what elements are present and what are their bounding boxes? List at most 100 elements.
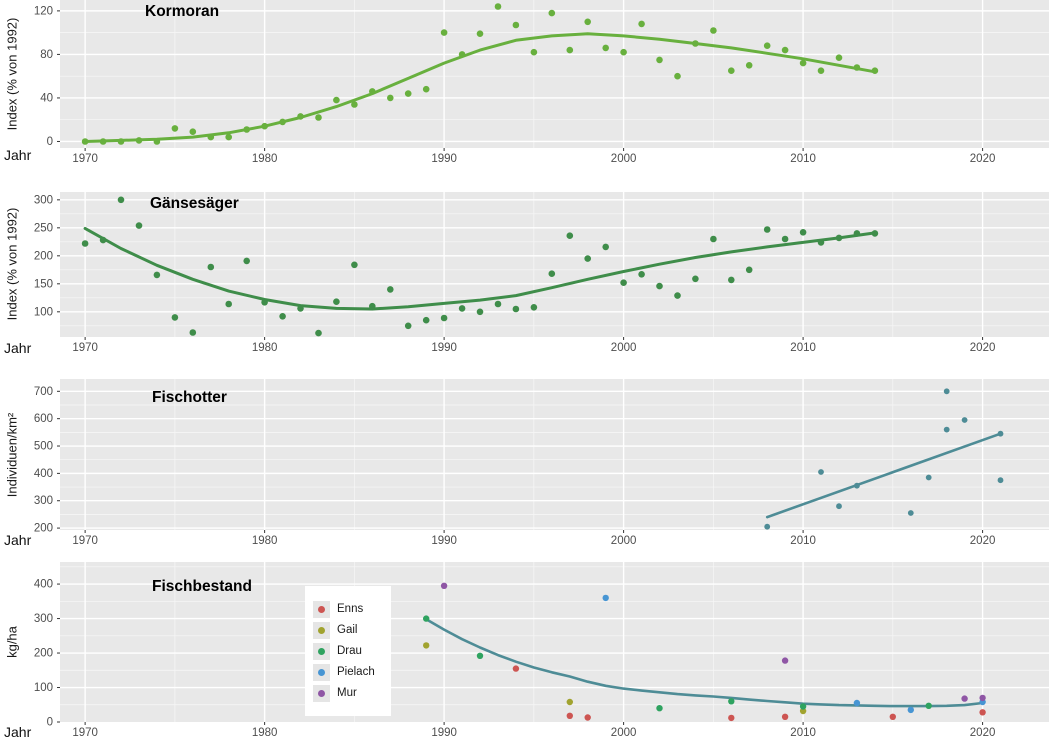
data-point xyxy=(835,234,843,242)
data-point xyxy=(351,261,358,269)
data-point xyxy=(979,694,986,702)
data-point xyxy=(225,300,232,308)
data-point xyxy=(710,235,717,243)
legend-entry-pielach: Pielach xyxy=(305,663,391,681)
data-point xyxy=(297,305,304,312)
major-gridlines xyxy=(60,379,1049,530)
data-point xyxy=(387,94,394,102)
data-point xyxy=(458,51,466,58)
data-point xyxy=(494,300,502,308)
svg-text:200: 200 xyxy=(34,648,53,660)
data-point xyxy=(261,122,268,130)
data-point xyxy=(584,714,591,721)
data-point xyxy=(763,226,771,233)
data-point xyxy=(494,3,502,10)
svg-text:2020: 2020 xyxy=(970,535,996,547)
data-point xyxy=(871,230,879,237)
svg-text:2010: 2010 xyxy=(790,342,816,354)
data-point xyxy=(440,314,448,322)
data-point xyxy=(871,67,879,74)
data-point xyxy=(512,665,520,672)
major-gridlines xyxy=(60,562,1049,722)
data-point xyxy=(566,712,573,719)
svg-text:1990: 1990 xyxy=(431,535,457,547)
data-points xyxy=(764,388,1004,530)
data-point xyxy=(745,266,753,274)
data-point xyxy=(853,699,861,707)
legend-label: Drau xyxy=(337,645,362,657)
svg-text:1980: 1980 xyxy=(252,342,278,354)
svg-text:2020: 2020 xyxy=(970,727,996,739)
data-point xyxy=(961,417,968,423)
svg-text:700: 700 xyxy=(34,386,53,398)
chart-gaensesaeger: 1970 1980 1990 2000 2010 2020 100 150 200 250 300 xyxy=(34,192,1049,354)
data-point xyxy=(853,64,861,71)
data-point xyxy=(476,30,484,37)
data-point xyxy=(404,322,412,330)
data-point xyxy=(979,709,986,716)
data-point xyxy=(261,299,268,306)
data-point xyxy=(799,229,807,236)
data-point xyxy=(961,695,968,702)
gail-dot-icon xyxy=(318,626,325,634)
svg-text:1980: 1980 xyxy=(252,727,278,739)
data-point xyxy=(799,703,807,710)
data-point xyxy=(99,236,107,244)
svg-text:80: 80 xyxy=(40,49,53,61)
data-point xyxy=(297,113,304,120)
data-point xyxy=(728,276,735,284)
axis-ticks: 1970 1980 1990 2000 2010 2020 0 40 80 120 xyxy=(34,5,996,165)
svg-text:150: 150 xyxy=(34,278,53,290)
legend-entry-gail: Gail xyxy=(305,621,391,639)
data-point xyxy=(638,20,645,28)
x-axis-label-fischotter: Jahr xyxy=(4,532,32,548)
plot-panel xyxy=(60,379,1049,530)
data-point xyxy=(423,642,430,649)
svg-text:200: 200 xyxy=(34,250,53,262)
axis-ticks: 1970 1980 1990 2000 2010 2020 100 150 200 250 300 xyxy=(34,194,996,354)
axis-ticks: 1970 1980 1990 2000 2010 2020 200 300 400 500 600 7… xyxy=(34,386,996,547)
y-axis-label-fischbestand: kg/ha xyxy=(4,626,20,658)
trend-line xyxy=(83,32,877,143)
legend-key xyxy=(313,642,330,660)
data-point xyxy=(135,222,143,229)
data-point xyxy=(925,474,932,481)
data-point xyxy=(602,243,609,251)
svg-text:2020: 2020 xyxy=(970,153,996,165)
legend-label: Gail xyxy=(337,624,358,636)
data-point xyxy=(692,40,699,47)
data-point xyxy=(315,114,322,121)
data-point xyxy=(638,271,645,278)
data-point xyxy=(943,426,950,433)
svg-text:40: 40 xyxy=(40,92,53,104)
svg-text:1970: 1970 xyxy=(72,727,98,739)
data-point xyxy=(243,126,250,133)
data-points xyxy=(423,582,986,722)
data-point xyxy=(351,101,358,108)
data-point xyxy=(925,702,932,709)
chart-fischotter: 1970 1980 1990 2000 2010 2020 200 300 400 500 600 7… xyxy=(34,379,1049,547)
data-point xyxy=(818,469,824,475)
data-point xyxy=(997,477,1004,484)
svg-text:1980: 1980 xyxy=(252,153,278,165)
svg-text:600: 600 xyxy=(34,413,53,425)
data-point xyxy=(566,698,573,706)
chart-title-fischbestand: Fischbestand xyxy=(152,578,252,595)
enns-dot-icon xyxy=(318,605,325,613)
svg-text:2000: 2000 xyxy=(611,535,637,547)
data-point xyxy=(440,29,448,36)
legend-key xyxy=(313,621,330,639)
svg-text:250: 250 xyxy=(34,222,53,234)
plot-panel xyxy=(60,0,1049,148)
trend-line xyxy=(424,617,984,708)
legend-key xyxy=(313,684,330,702)
data-point xyxy=(279,118,286,126)
data-points xyxy=(81,3,879,145)
legend-label: Mur xyxy=(337,687,357,699)
svg-text:300: 300 xyxy=(34,495,53,507)
major-gridlines xyxy=(60,192,1049,337)
data-point xyxy=(440,582,448,589)
data-point xyxy=(836,503,842,510)
data-point xyxy=(781,713,789,720)
svg-text:200: 200 xyxy=(34,523,53,535)
